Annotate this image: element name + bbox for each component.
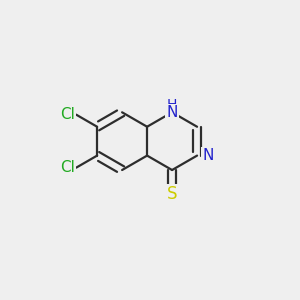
Text: Cl: Cl <box>60 160 75 175</box>
Text: N: N <box>202 148 214 163</box>
Text: H: H <box>167 98 177 112</box>
Text: Cl: Cl <box>60 107 75 122</box>
Text: N: N <box>167 105 178 120</box>
Text: S: S <box>167 185 177 203</box>
